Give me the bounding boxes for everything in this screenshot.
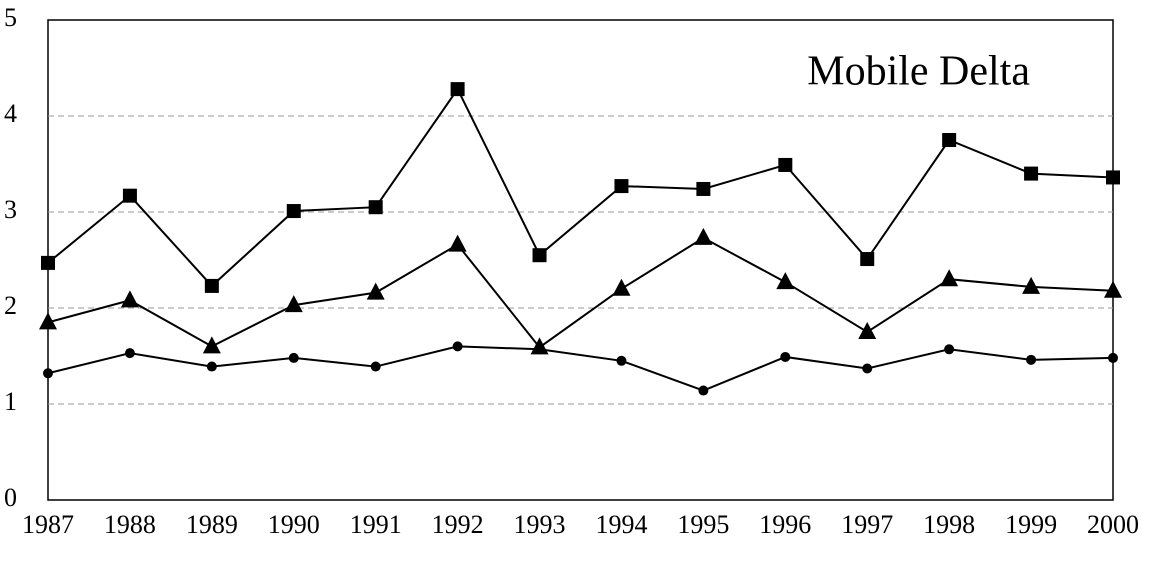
marker	[1106, 170, 1120, 185]
marker	[41, 255, 55, 270]
x-tick-label: 1987	[22, 510, 74, 539]
marker	[1104, 280, 1122, 298]
x-tick-label: 1989	[186, 510, 238, 539]
marker	[1026, 354, 1037, 365]
series-line	[47, 87, 1114, 288]
marker	[776, 272, 795, 290]
marker	[202, 336, 221, 354]
marker	[206, 361, 217, 372]
marker	[532, 248, 547, 263]
x-tick-label: 1999	[1005, 510, 1057, 539]
x-tick-label: 1994	[595, 510, 647, 539]
marker	[120, 290, 139, 308]
x-tick-label: 1992	[432, 510, 484, 539]
marker	[944, 344, 955, 355]
marker	[698, 385, 709, 396]
marker	[696, 181, 711, 196]
marker	[448, 234, 467, 252]
y-tick-label: 5	[4, 3, 17, 32]
y-tick-label: 0	[4, 483, 17, 512]
x-tick-label: 1988	[104, 510, 156, 539]
marker	[452, 341, 463, 352]
marker	[940, 269, 959, 287]
marker	[780, 351, 791, 362]
x-tick-label: 1993	[514, 510, 566, 539]
chart-title: Mobile Delta	[807, 49, 1030, 95]
marker	[858, 322, 877, 339]
marker	[450, 82, 465, 97]
marker	[368, 200, 383, 215]
marker	[534, 344, 545, 355]
x-tick-label: 1997	[841, 510, 893, 539]
marker	[942, 133, 957, 147]
marker	[1108, 352, 1118, 363]
marker	[284, 295, 303, 313]
series-line	[47, 345, 1114, 392]
marker	[370, 361, 381, 372]
marker	[39, 312, 57, 330]
marker	[288, 352, 299, 363]
marker	[1024, 166, 1039, 181]
y-tick-label: 3	[4, 195, 17, 224]
marker	[286, 204, 301, 219]
marker	[1022, 276, 1041, 294]
marker	[616, 355, 627, 366]
marker	[204, 278, 219, 293]
marker	[862, 363, 873, 374]
x-tick-label: 1996	[759, 510, 811, 539]
x-tick-label: 1990	[268, 510, 320, 539]
marker	[694, 227, 713, 245]
marker	[122, 188, 137, 203]
x-tick-label: 1995	[677, 510, 729, 539]
x-tick-label: 2000	[1087, 510, 1139, 539]
y-tick-label: 2	[4, 291, 17, 320]
x-tick-label: 1998	[923, 510, 975, 539]
y-tick-label: 4	[4, 99, 17, 128]
marker	[43, 368, 53, 379]
marker	[860, 252, 875, 267]
y-tick-label: 1	[4, 387, 17, 416]
marker	[124, 348, 135, 359]
marker	[366, 282, 385, 300]
x-tick-label: 1991	[350, 510, 402, 539]
marker	[778, 157, 793, 172]
marker	[614, 179, 629, 194]
series-line	[47, 236, 1114, 349]
marker	[612, 278, 631, 296]
